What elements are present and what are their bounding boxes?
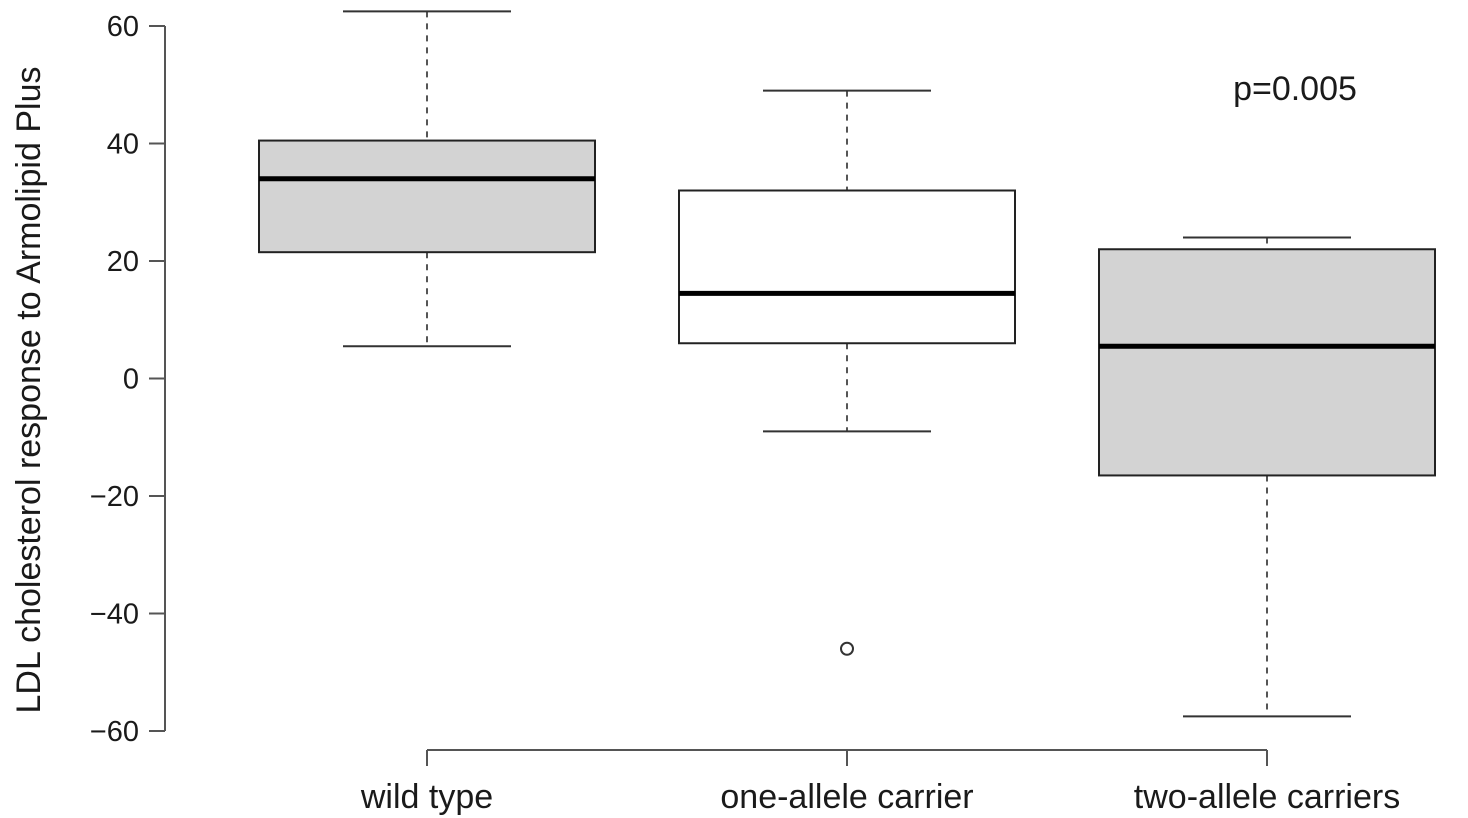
y-tick-label: −40: [90, 599, 139, 631]
p-value-annotation: p=0.005: [1233, 70, 1357, 108]
x-axis: wild type one-allele carrier two-allele ca…: [360, 749, 1400, 816]
y-tick-label: 0: [123, 364, 139, 396]
box-group: [678, 89, 1016, 656]
outlier-point: [840, 641, 854, 656]
y-tick-label: −20: [90, 481, 139, 513]
iqr-box: [1098, 248, 1436, 477]
y-axis-label: LDL cholesterol response to Armolipid Pl…: [10, 67, 48, 714]
iqr-box: [258, 139, 596, 254]
y-tick-label: 40: [107, 129, 139, 161]
x-tick-label: one-allele carrier: [720, 778, 973, 816]
x-tick-label: wild type: [360, 778, 493, 816]
y-axis: −60 −40 −20 0 20 40 60: [90, 11, 166, 748]
boxes: [258, 10, 1436, 718]
x-tick-label: two-allele carriers: [1134, 778, 1400, 816]
y-tick-label: −60: [90, 716, 139, 748]
box-group: [1098, 236, 1436, 718]
y-tick-label: 60: [107, 11, 139, 43]
iqr-box: [678, 189, 1016, 345]
y-tick-label: 20: [107, 246, 139, 278]
box-group: [258, 10, 596, 348]
